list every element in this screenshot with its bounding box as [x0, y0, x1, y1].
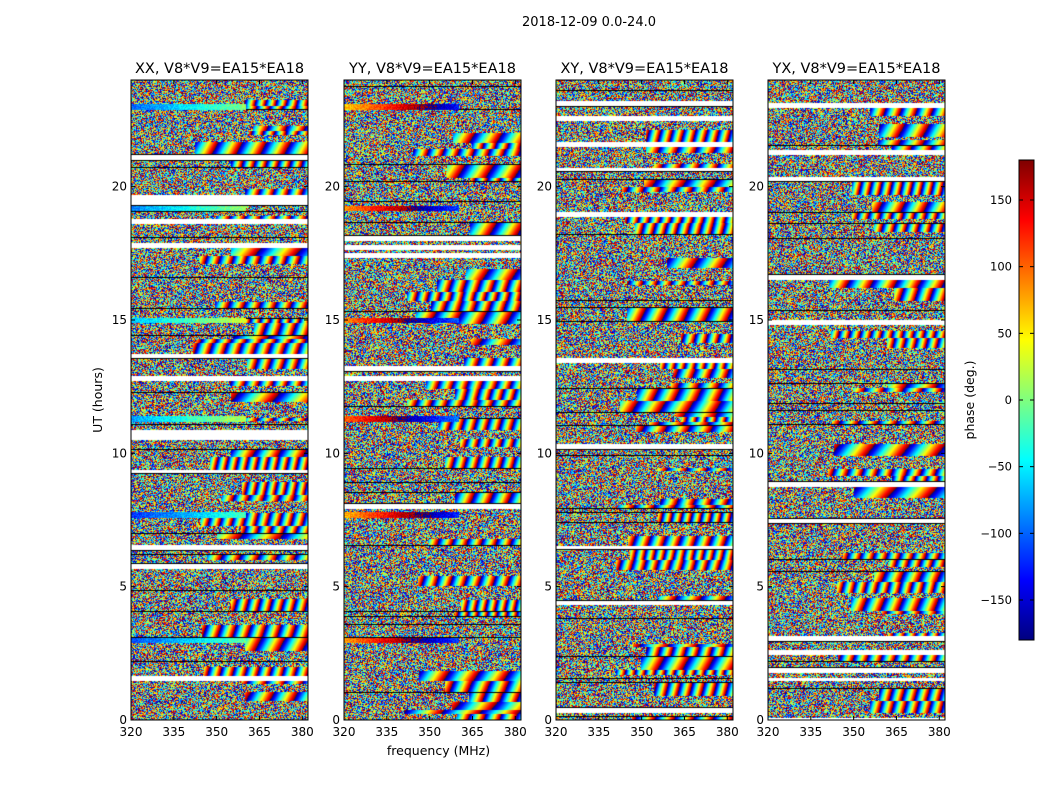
x-tick-label: 320 [757, 725, 780, 739]
y-tick-label: 10 [325, 446, 340, 460]
x-tick-label: 365 [673, 725, 696, 739]
panel-title: YX, V8*V9=EA15*EA18 [771, 61, 940, 77]
panel-2: YY, V8*V9=EA15*EA18 320 335 350 365 380 0 5 10 15… [325, 61, 527, 758]
x-axis-label: frequency (MHz) [387, 743, 490, 758]
axes-frame [130, 79, 309, 721]
x-tick-label: 365 [885, 725, 908, 739]
y-tick-label: 15 [749, 313, 764, 327]
panel-1: XX, V8*V9=EA15*EA18 320 335 350 365 380 0 5 10 15… [90, 61, 314, 739]
y-tick-label: 0 [544, 713, 552, 727]
colorbar-tick-label: 50 [997, 326, 1012, 340]
x-tick-label: 350 [630, 725, 653, 739]
x-tick-label: 350 [842, 725, 865, 739]
colorbar-tick-label: −150 [980, 593, 1012, 607]
heatmap-raster [344, 80, 521, 720]
y-tick-label: 20 [537, 180, 552, 194]
colorbar-label: phase (deg.) [962, 361, 977, 440]
colorbar-tick-label: 100 [990, 260, 1012, 274]
x-tick-label: 335 [375, 725, 398, 739]
panels: XX, V8*V9=EA15*EA18 320 335 350 365 380 0 5 10 15… [90, 61, 951, 758]
axes-frame [555, 79, 734, 721]
x-tick-label: 365 [461, 725, 484, 739]
x-tick-label: 380 [504, 725, 527, 739]
y-tick-label: 10 [112, 446, 127, 460]
y-tick-label: 5 [544, 580, 552, 594]
y-tick-label: 5 [756, 580, 764, 594]
colorbar-tick-label: 150 [990, 193, 1012, 207]
axes-frame [767, 79, 946, 721]
y-tick-label: 10 [749, 446, 764, 460]
y-tick-label: 10 [537, 446, 552, 460]
x-tick-label: 350 [205, 725, 228, 739]
axes-frame [343, 79, 522, 721]
colorbar-tick-label: 0 [1005, 393, 1012, 407]
heatmap-raster [556, 80, 733, 720]
colorbar: 150 100 50 0 −50 −100 −150 phase (deg.) [962, 159, 1035, 641]
colorbar-tick-label: −100 [980, 526, 1012, 540]
x-tick-label: 365 [248, 725, 271, 739]
panel-4: YX, V8*V9=EA15*EA18 320 335 350 365 380 0 5 10 15… [749, 61, 951, 739]
x-tick-label: 380 [716, 725, 739, 739]
figure-title: 2018-12-09 0.0-24.0 [522, 15, 656, 30]
x-tick-label: 320 [545, 725, 568, 739]
x-tick-label: 380 [928, 725, 951, 739]
y-tick-label: 0 [332, 713, 340, 727]
y-tick-label: 20 [112, 180, 127, 194]
heatmap-raster [768, 80, 945, 720]
y-tick-label: 5 [332, 580, 340, 594]
colorbar-tick-label: −50 [988, 460, 1012, 474]
y-tick-label: 15 [325, 313, 340, 327]
x-tick-label: 380 [291, 725, 314, 739]
y-tick-label: 20 [325, 180, 340, 194]
y-tick-label: 0 [119, 713, 127, 727]
panel-title: YY, V8*V9=EA15*EA18 [348, 61, 516, 77]
y-axis-label: UT (hours) [90, 367, 105, 433]
y-tick-label: 15 [112, 313, 127, 327]
y-tick-label: 15 [537, 313, 552, 327]
panel-title: XY, V8*V9=EA15*EA18 [560, 61, 728, 77]
x-tick-label: 320 [120, 725, 143, 739]
x-tick-label: 320 [333, 725, 356, 739]
heatmap-raster [131, 80, 308, 720]
panel-title: XX, V8*V9=EA15*EA18 [135, 61, 304, 77]
panel-3: XY, V8*V9=EA15*EA18 320 335 350 365 380 0 5 10 15… [537, 61, 739, 739]
x-tick-label: 335 [587, 725, 610, 739]
y-tick-label: 0 [756, 713, 764, 727]
y-tick-label: 5 [119, 580, 127, 594]
x-tick-label: 350 [418, 725, 441, 739]
x-tick-label: 335 [162, 725, 185, 739]
y-tick-label: 20 [749, 180, 764, 194]
x-tick-label: 335 [799, 725, 822, 739]
